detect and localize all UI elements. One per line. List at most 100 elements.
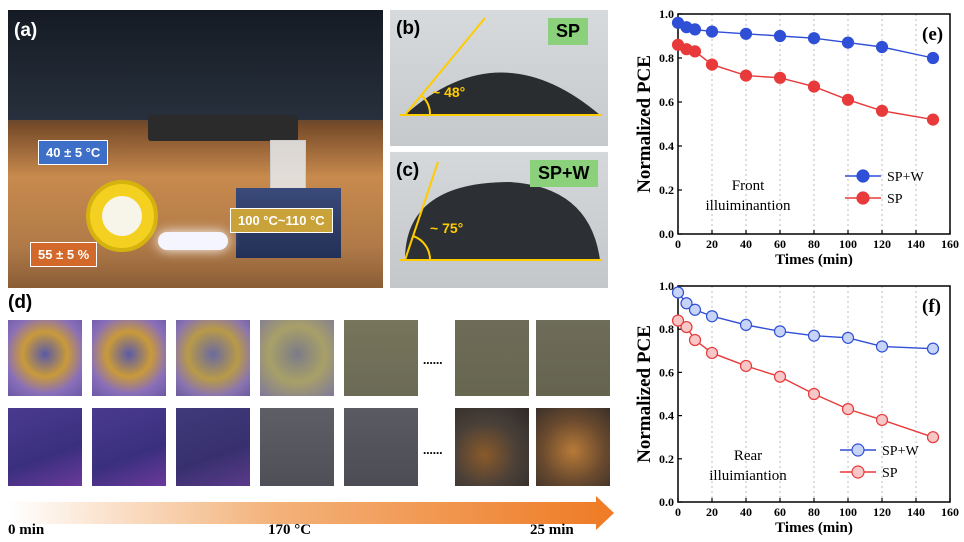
- chart-f: 0 20 40 60 80 100 120 140 160 0.0 0.2 0.4 0.6 0.8 1.0 T…: [634, 279, 959, 536]
- chart-f-xtick-label: 100: [839, 505, 857, 519]
- film-sp-0min: [8, 320, 82, 396]
- chart-f-legend-marker-1: [851, 465, 865, 479]
- chart-e-ytick-label: 1.0: [659, 7, 674, 21]
- badge-sp-w: SP+W: [530, 160, 598, 187]
- chart-e-series-point-0: [773, 29, 787, 43]
- chart-f-series-point-1: [807, 387, 821, 401]
- film-sp-t3: [260, 320, 334, 396]
- chart-e-xtick-label: 20: [706, 237, 718, 251]
- time-arrow: [8, 502, 598, 524]
- chart-f-ytick-label: 0.4: [659, 409, 674, 423]
- chart-f-ytick-label: 1.0: [659, 279, 674, 293]
- chart-e-annotation-line: Front: [732, 178, 765, 194]
- chart-f-ytick-label: 0.8: [659, 322, 674, 336]
- film-sp-25min: [536, 320, 610, 396]
- chart-e-series-point-1: [841, 93, 855, 106]
- arrow-label-end: 25 min: [530, 522, 574, 538]
- machine-base: [148, 115, 298, 141]
- chart-e-ytick-label: 0.8: [659, 51, 674, 65]
- chart-e-series-point-0: [926, 51, 940, 65]
- film-spw-t1: [92, 408, 166, 486]
- angle-label-c: ~ 75°: [430, 220, 464, 236]
- chart-e-ytick-label: 0.2: [659, 183, 674, 197]
- chart-e-ytick-label: 0.4: [659, 139, 674, 153]
- chart-f-xtick-label: 160: [941, 505, 959, 519]
- chart-f-series-point-1: [680, 320, 693, 334]
- chart-f-series-point-0: [739, 318, 753, 331]
- beaker: [270, 140, 306, 190]
- chart-e-series-point-0: [688, 23, 702, 36]
- chart-e-series-point-1: [773, 71, 787, 84]
- chart-f-series-point-1: [705, 346, 719, 360]
- film-sp-t2: [176, 320, 250, 396]
- film-spw-t5: [455, 408, 529, 486]
- chart-e-ytick-label: 0.6: [659, 95, 674, 109]
- film-spw-0min: [8, 408, 82, 486]
- chart-e-legend-marker-0: [856, 169, 870, 183]
- film-spw-t4: [344, 408, 418, 486]
- chart-e-legend-label-0: SP+W: [887, 170, 924, 185]
- chart-f-xtick-label: 120: [873, 505, 891, 519]
- chart-f-series-point-0: [926, 342, 940, 355]
- film-spw-t2: [176, 408, 250, 486]
- chart-e-series-point-0: [807, 32, 821, 45]
- droplet-c-drawing: [400, 161, 602, 261]
- chart-e-legend-label-1: SP: [887, 192, 903, 207]
- film-sp-t1: [92, 320, 166, 396]
- time-arrow-head: [596, 496, 614, 530]
- contact-angle-panel-b: (b) SP ~ 48°: [390, 10, 608, 146]
- chart-f-ytick-label: 0.2: [659, 452, 674, 466]
- chart-e-xtick-label: 80: [808, 237, 820, 251]
- chart-e-series-point-1: [807, 80, 821, 93]
- chart-f-legend-marker-0: [851, 443, 865, 457]
- chart-f-legend-label-0: SP+W: [882, 444, 919, 459]
- ellipsis-bottom: ......: [423, 442, 443, 457]
- chart-f-series-point-1: [773, 370, 787, 383]
- chart-e-series-line-1: [677, 44, 934, 121]
- chart-f-series-point-0: [807, 329, 821, 342]
- chart-e-series-point-0: [705, 25, 719, 38]
- humidity-callout: 55 ± 5 %: [30, 242, 98, 267]
- chart-e: 0 20 40 60 80 100 120 140 160 0.0 0.2 0.4 0.6 0.8 1.0 T…: [634, 7, 959, 268]
- chart-f-xtick-label: 40: [740, 505, 752, 519]
- chart-e-xtick-label: 100: [839, 237, 857, 251]
- chart-e-series-point-1: [875, 104, 889, 117]
- chart-e-series-point-0: [841, 36, 855, 49]
- chart-f-series-point-0: [841, 331, 855, 344]
- chart-e-xlabel: Times (min): [775, 252, 853, 268]
- chart-f-series-point-0: [671, 286, 685, 299]
- arrow-label-start: 0 min: [8, 522, 45, 538]
- chart-f-series-point-0: [688, 303, 702, 316]
- chart-f-series-point-0: [875, 340, 889, 353]
- chart-f-annotation-line: Rear: [734, 448, 762, 464]
- lamp: [158, 232, 228, 250]
- chart-e-panel-label: (e): [922, 24, 943, 45]
- chart-f-panel-label: (f): [922, 296, 941, 317]
- panel-label-d: (d): [8, 292, 33, 313]
- film-spw-t3: [260, 408, 334, 486]
- temperature-callout-1: 40 ± 5 °C: [38, 140, 109, 165]
- chart-e-xtick-label: 40: [740, 237, 752, 251]
- chart-e-ytick-label: 0.0: [659, 227, 674, 241]
- contact-angle-panel-c: (c) SP+W ~ 75°: [390, 152, 608, 288]
- ellipsis-top: ......: [423, 352, 443, 367]
- chart-f-series-point-1: [671, 314, 685, 327]
- chart-f-series-point-0: [680, 297, 693, 310]
- chart-f-series-point-1: [841, 403, 855, 416]
- chart-e-xtick-label: 120: [873, 237, 891, 251]
- chart-f-xtick-label: 20: [706, 505, 718, 519]
- chart-f-series-point-1: [875, 413, 889, 427]
- chart-f-series-point-1: [688, 333, 702, 347]
- chart-e-annotation-line: illuiminantion: [706, 198, 791, 214]
- chart-f-xlabel: Times (min): [775, 520, 853, 536]
- chart-f-xtick-label: 140: [907, 505, 925, 519]
- chart-f-series-point-1: [739, 359, 753, 373]
- chart-f-xtick-label: 80: [808, 505, 820, 519]
- chart-e-xtick-label: 0: [675, 237, 681, 251]
- chart-e-legend-marker-1: [856, 191, 870, 205]
- chart-e-xtick-label: 60: [774, 237, 786, 251]
- angle-label-b: ~ 48°: [432, 84, 466, 100]
- film-spw-25min: [536, 408, 610, 486]
- chart-f-series-point-1: [926, 431, 940, 444]
- gauge: [86, 180, 158, 252]
